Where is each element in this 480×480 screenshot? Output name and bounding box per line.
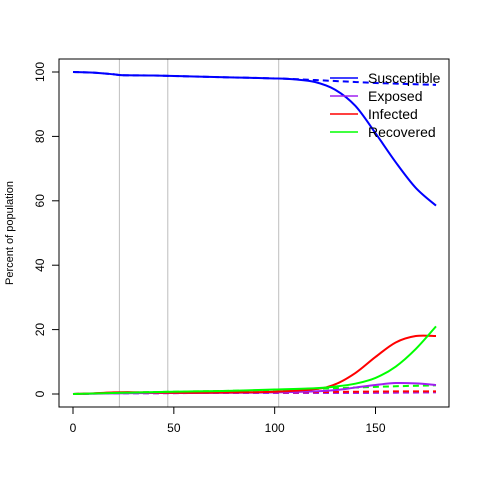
series-line-recovered-solid: [72, 325, 437, 395]
x-tick-label-1: 50: [167, 421, 181, 435]
y-tick-label-5: 100: [33, 62, 47, 82]
legend-label-infected: Infected: [368, 106, 418, 122]
series-line-susceptible-solid: [72, 71, 437, 207]
legend-label-susceptible: Susceptible: [368, 70, 441, 86]
legend-label-exposed: Exposed: [368, 88, 422, 104]
y-tick-label-1: 20: [33, 323, 47, 337]
y-tick-label-2: 40: [33, 258, 47, 272]
x-axis: 0 50 100 150: [70, 406, 386, 435]
x-tick-label-0: 0: [70, 421, 77, 435]
legend-label-recovered: Recovered: [368, 124, 436, 140]
y-axis-title: Percent of population: [4, 181, 16, 285]
y-tick-label-0: 0: [33, 390, 47, 397]
x-tick-label-3: 150: [365, 421, 385, 435]
x-tick-label-2: 100: [265, 421, 285, 435]
series-lines: [72, 71, 437, 395]
reference-lines: [118, 59, 280, 407]
y-axis: 0 20 40 60 80 100: [33, 62, 60, 397]
legend: Susceptible Exposed Infected Recovered: [330, 70, 441, 140]
y-tick-label-3: 60: [33, 194, 47, 208]
y-tick-label-4: 80: [33, 129, 47, 143]
